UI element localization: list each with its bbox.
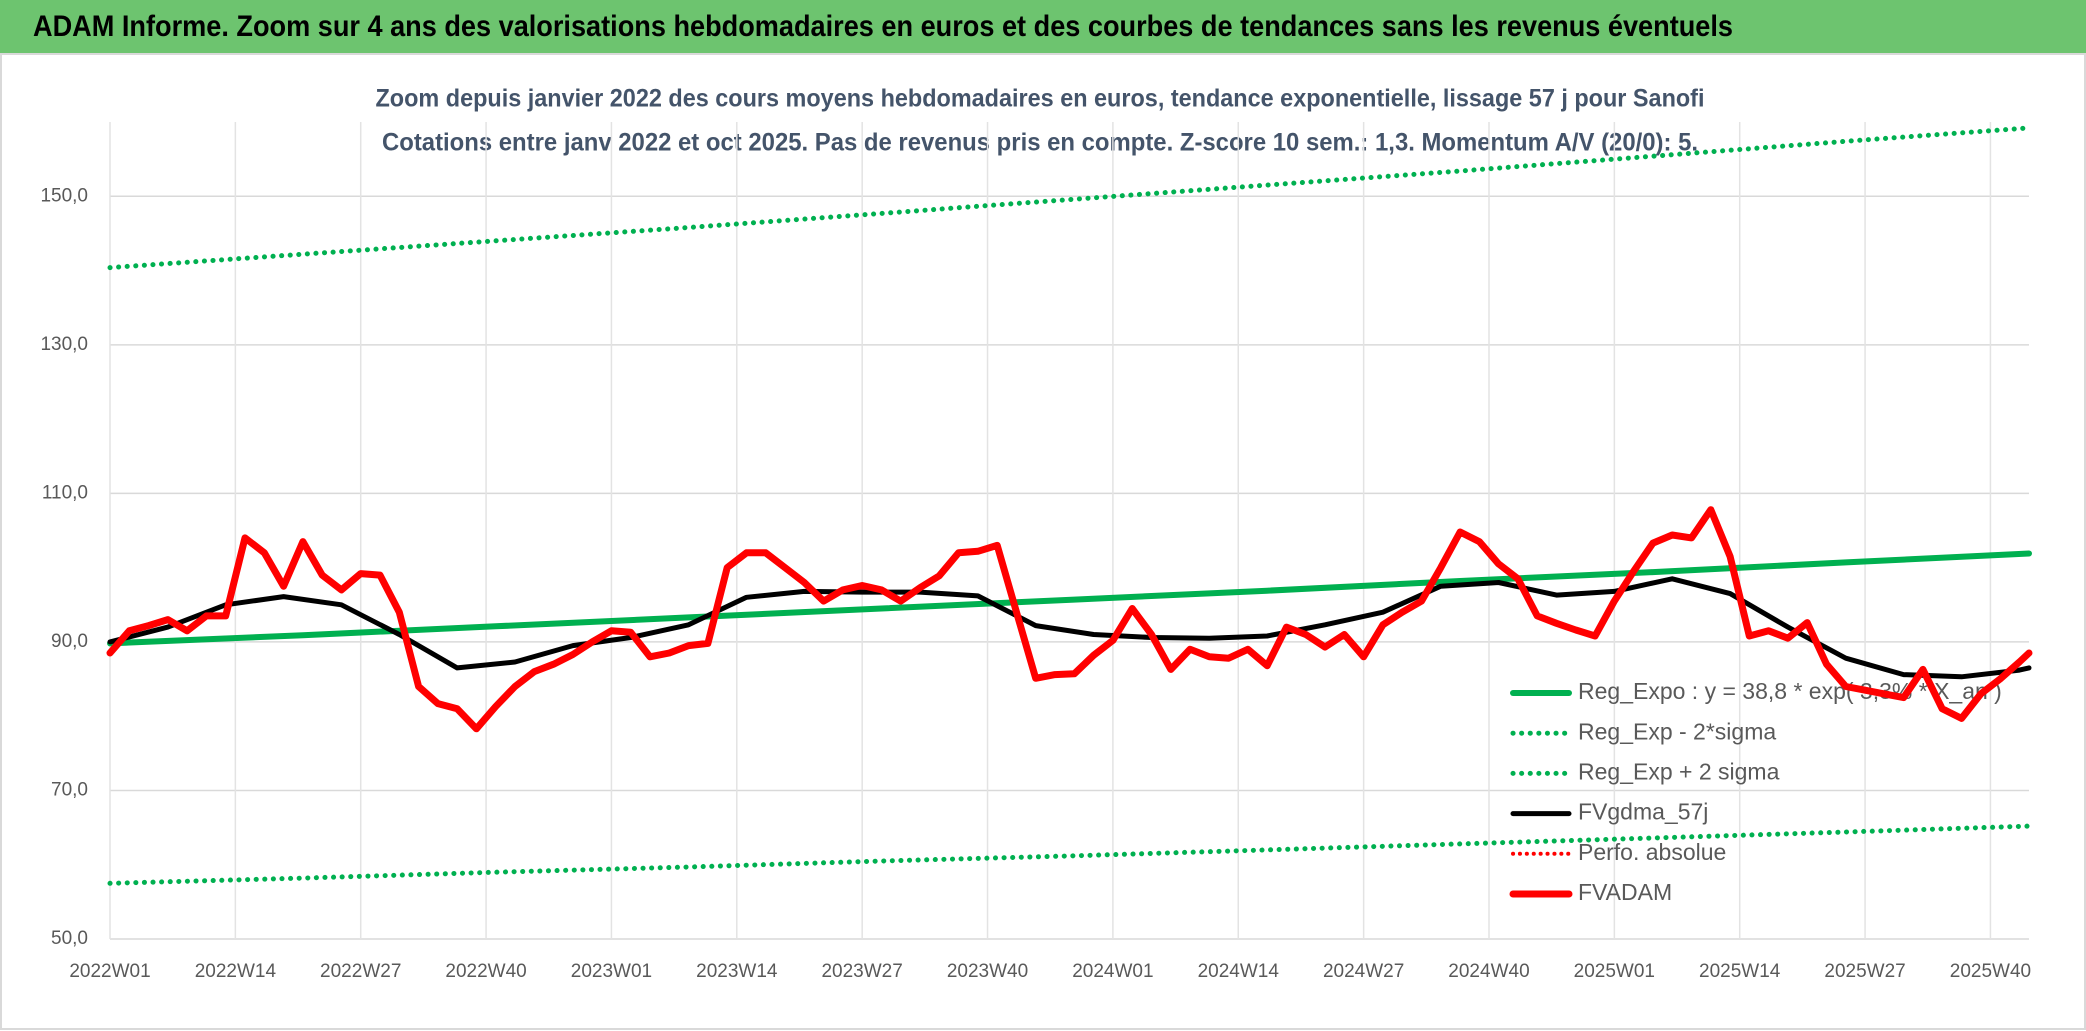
chart-subtitle: Cotations entre janv 2022 et oct 2025. P… (382, 129, 1698, 157)
series-line (106, 506, 2033, 733)
x-tick-label: 2025W27 (1824, 961, 1905, 982)
x-tick-label: 2022W40 (445, 961, 526, 982)
x-tick-label: 2025W40 (1950, 961, 2031, 982)
plot (106, 125, 2033, 886)
x-tick-label: 2023W14 (696, 961, 778, 982)
legend-label: Perfo. absolue (1578, 839, 1726, 865)
x-tick-label: 2025W01 (1574, 961, 1655, 982)
x-tick-label: 2023W01 (571, 961, 652, 982)
x-tick-label: 2024W40 (1448, 961, 1529, 982)
chart-title: Zoom depuis janvier 2022 des cours moyen… (376, 85, 1705, 113)
x-tick-label: 2022W14 (195, 961, 277, 982)
y-tick-label: 90,0 (51, 631, 88, 652)
legend-label: Reg_Exp + 2 sigma (1578, 758, 1780, 784)
legend-label: FVADAM (1578, 879, 1672, 905)
y-tick-label: 130,0 (40, 334, 88, 355)
x-tick-label: 2023W27 (821, 961, 902, 982)
y-tick-label: 70,0 (51, 779, 88, 800)
x-tick-label: 2022W27 (320, 961, 401, 982)
y-tick-label: 150,0 (40, 185, 88, 206)
series-line (107, 550, 2032, 647)
series-line (107, 576, 2032, 680)
x-tick-label: 2024W14 (1198, 961, 1280, 982)
legend-label: FVgdma_57j (1578, 799, 1708, 825)
legend: Reg_Expo : y = 38,8 * exp( 3,3% * X_an )… (1509, 678, 2002, 905)
x-tick-label: 2022W01 (69, 961, 150, 982)
x-tick-label: 2024W01 (1072, 961, 1153, 982)
header-title: ADAM Informe. Zoom sur 4 ans des valoris… (33, 10, 1733, 43)
chart-frame (0, 53, 2086, 1030)
header-bar (0, 0, 2086, 53)
legend-label: Reg_Exp - 2*sigma (1578, 718, 1776, 744)
series-line (107, 823, 2032, 886)
y-tick-label: 110,0 (42, 482, 88, 503)
grid: 50,0 70,0 90,0 110,0 130,0 150,0 2022W01 2022W1… (40, 122, 2031, 982)
y-tick-label: 50,0 (51, 928, 88, 949)
x-tick-label: 2025W14 (1699, 961, 1781, 982)
x-tick-label: 2024W27 (1323, 961, 1404, 982)
x-tick-label: 2023W40 (947, 961, 1028, 982)
